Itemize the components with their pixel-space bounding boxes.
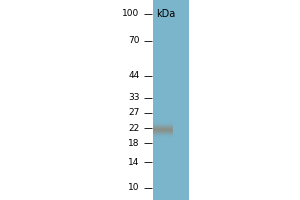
- Text: kDa: kDa: [156, 9, 176, 19]
- Text: 22: 22: [128, 124, 140, 133]
- Text: 10: 10: [128, 183, 140, 192]
- Text: 100: 100: [122, 9, 140, 18]
- Text: 70: 70: [128, 36, 140, 45]
- Bar: [153, 0, 189, 200]
- Text: 27: 27: [128, 108, 140, 117]
- Text: 33: 33: [128, 93, 140, 102]
- Text: 18: 18: [128, 139, 140, 148]
- Text: 14: 14: [128, 158, 140, 167]
- Text: 44: 44: [128, 71, 140, 80]
